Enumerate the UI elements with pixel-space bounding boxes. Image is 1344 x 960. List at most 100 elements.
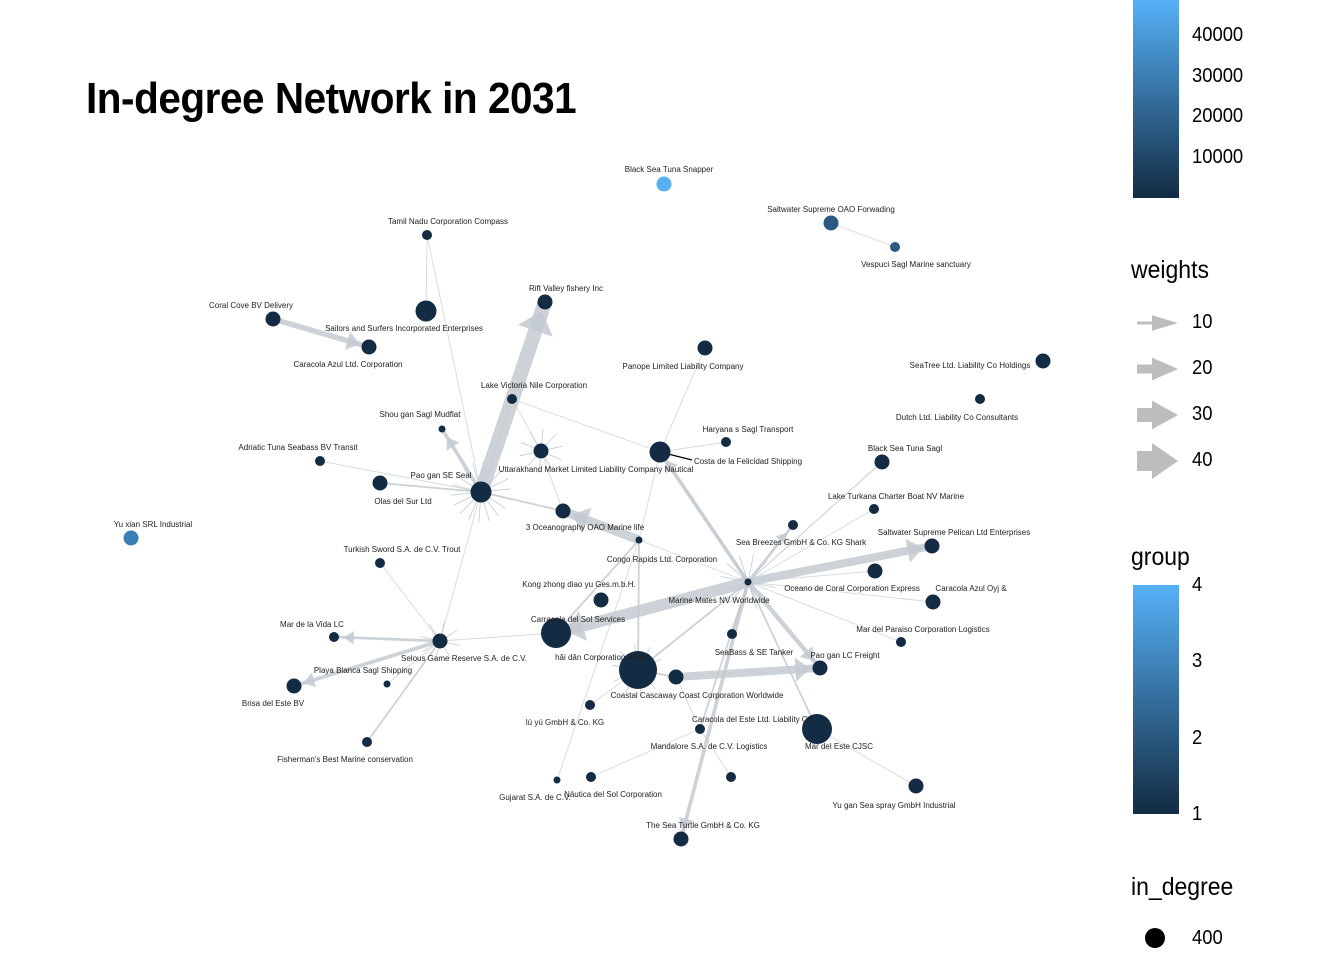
- node-label: Rift Valley fishery Inc: [529, 284, 603, 293]
- node-label: Tamil Nadu Corporation Compass: [388, 217, 508, 226]
- edge: [386, 640, 441, 685]
- edge: [816, 728, 917, 787]
- node-label: Lake Turkana Charter Boat NV Marine: [828, 492, 965, 501]
- edge: [747, 581, 902, 643]
- edge: [699, 581, 749, 730]
- value-tick-1: 30000: [1192, 65, 1244, 87]
- edge: [658, 450, 750, 584]
- edge-arrowhead: [446, 437, 460, 451]
- node-label: Caracola del Este Ltd. Liability Co: [692, 715, 813, 724]
- edge: [747, 508, 875, 583]
- node: [726, 772, 736, 782]
- edge-stub: [747, 581, 776, 589]
- edge: [379, 562, 441, 642]
- group-tick-1: 3: [1192, 650, 1203, 672]
- edge: [638, 539, 749, 583]
- edge: [747, 570, 876, 583]
- node: [432, 633, 448, 649]
- edge-stub: [738, 555, 749, 583]
- edge: [426, 234, 482, 493]
- edge: [830, 222, 896, 248]
- edge-arrowhead: [571, 507, 592, 533]
- node-label: 3 Oceanography OAO Marine life: [526, 523, 645, 532]
- node-label: Black Sea Tuna Sagl: [868, 444, 942, 453]
- node: [470, 481, 492, 503]
- edge-arrowhead: [678, 817, 694, 830]
- node-label: Shou gan Sagl Mudflat: [380, 410, 462, 419]
- edge: [637, 539, 640, 671]
- node-label: Saltwater Supreme OAO Forwading: [767, 205, 895, 214]
- edge-stub: [726, 563, 749, 583]
- edge-stub: [729, 581, 749, 604]
- chart-title: In-degree Network in 2031: [86, 74, 577, 123]
- node-label: Turkish Sword S.A. de C.V. Trout: [344, 545, 462, 554]
- edge: [554, 576, 750, 639]
- node-label: Brisa del Este BV: [242, 699, 305, 708]
- node-label: Gujarat S.A. de C.V.: [499, 793, 571, 802]
- node-label: Coastal Cascaway Coast Corporation World…: [611, 691, 784, 700]
- node: [123, 530, 139, 546]
- node: [656, 176, 672, 192]
- node: [533, 443, 549, 459]
- edge-stub: [747, 572, 775, 583]
- node: [422, 230, 432, 240]
- node-label: Caracola Azul Oyj &: [935, 584, 1007, 593]
- node-label: Costa de la Felicidad Shipping: [694, 457, 802, 466]
- edge: [659, 441, 727, 453]
- edge-stub: [747, 554, 755, 583]
- value-tick-2: 20000: [1192, 105, 1244, 127]
- node: [823, 215, 839, 231]
- edge-arrowhead: [775, 532, 788, 545]
- node-label: Congo Rapids Ltd. Corporation: [607, 555, 717, 564]
- edge: [319, 460, 482, 493]
- node-label: The Sea Turtle GmbH & Co. KG: [646, 821, 760, 830]
- node: [668, 669, 684, 685]
- weights-legend-title: weights: [1131, 256, 1209, 284]
- node: [649, 441, 671, 463]
- node-label: Yu gan Sea spray GmbH Industrial: [832, 801, 955, 810]
- node-label: Uttarakhand Market Limited Liability Com…: [499, 465, 694, 474]
- node-label: Pao gan LC Freight: [810, 651, 880, 660]
- node: [375, 558, 385, 568]
- node: [788, 520, 798, 530]
- node: [1035, 353, 1051, 369]
- group-tick-2: 2: [1192, 727, 1203, 749]
- in-degree-legend-title: in_degree: [1131, 873, 1234, 901]
- node-label: SeaTree Ltd. Liability Co Holdings: [910, 361, 1031, 370]
- edge: [480, 398, 513, 493]
- node: [586, 772, 596, 782]
- edge-stub: [747, 560, 767, 583]
- node-label: SeaBass & SE Tanker: [715, 648, 794, 657]
- node-label: Oceano de Coral Corporation Express: [784, 584, 920, 593]
- node: [383, 680, 391, 688]
- node-label: Kong zhong diao yu Ges.m.b.H.: [522, 580, 635, 589]
- edge-layer: [272, 222, 934, 840]
- node-label: Fisherman's Best Marine conservation: [277, 755, 413, 764]
- node-label: Caracola Azul Ltd. Corporation: [294, 360, 403, 369]
- node-label: Playa Blanca Sagl Shipping: [314, 666, 412, 675]
- edge-arrowhead: [794, 657, 811, 682]
- node: [896, 637, 906, 647]
- node-layer: [123, 176, 1051, 847]
- node-label: hǎi dǎn Corporation Wharf: [555, 653, 650, 662]
- edge-arrowhead: [565, 610, 587, 642]
- edge: [747, 542, 933, 586]
- node-label: Black Sea Tuna Snapper: [625, 165, 714, 174]
- edge: [439, 491, 482, 642]
- node: [593, 592, 609, 608]
- edge-stub: [747, 581, 770, 601]
- node-label: Panope Limited Liability Company: [623, 362, 744, 371]
- node: [372, 475, 388, 491]
- edge-arrowhead: [905, 538, 923, 563]
- edge: [293, 639, 441, 688]
- node: [744, 578, 752, 586]
- edge-arrowhead: [303, 672, 317, 688]
- node-label: Mandalore S.A. de C.V. Logistics: [651, 742, 768, 751]
- weights-item-3: 40: [1192, 449, 1213, 471]
- node-label: lú yú GmbH & Co. KG: [526, 718, 604, 727]
- node: [925, 594, 941, 610]
- node: [541, 618, 571, 648]
- node: [695, 724, 705, 734]
- weights-item-0: 10: [1192, 311, 1213, 333]
